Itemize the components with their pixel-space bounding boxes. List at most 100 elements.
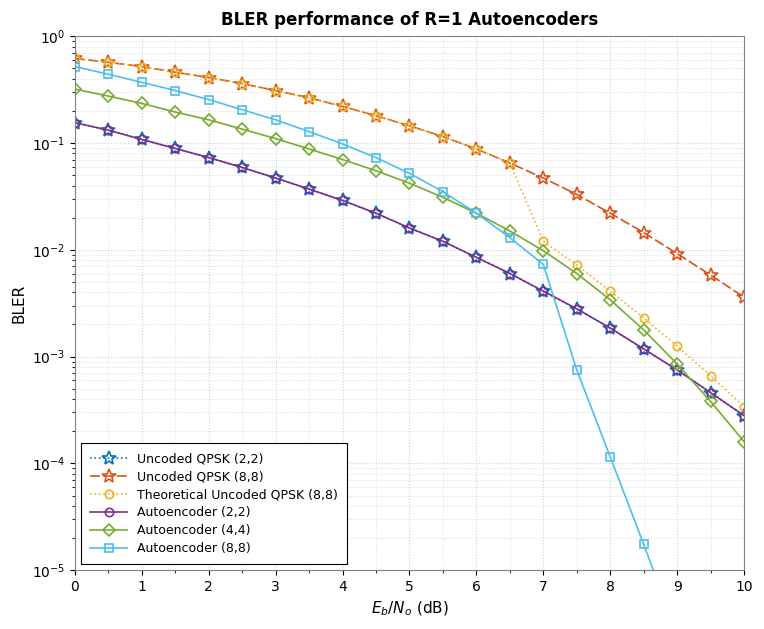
Autoencoder (4,4)	[572, 270, 581, 277]
Uncoded QPSK (8,8)	[606, 209, 615, 217]
Autoencoder (2,2)	[170, 145, 180, 152]
Uncoded QPSK (2,2)	[672, 366, 681, 374]
Uncoded QPSK (2,2)	[371, 209, 380, 217]
Theoretical Uncoded QPSK (8,8)	[539, 238, 548, 245]
Autoencoder (2,2)	[539, 287, 548, 295]
Theoretical Uncoded QPSK (8,8)	[70, 55, 79, 62]
Autoencoder (4,4)	[439, 194, 448, 201]
Autoencoder (4,4)	[639, 326, 649, 333]
Uncoded QPSK (8,8)	[472, 145, 481, 153]
Autoencoder (2,2)	[305, 186, 314, 193]
Autoencoder (4,4)	[672, 360, 681, 368]
Autoencoder (2,2)	[572, 305, 581, 313]
Uncoded QPSK (2,2)	[639, 345, 649, 353]
Autoencoder (4,4)	[271, 135, 280, 142]
Uncoded QPSK (8,8)	[271, 87, 280, 94]
Uncoded QPSK (8,8)	[639, 229, 649, 237]
Autoencoder (4,4)	[706, 398, 715, 405]
Autoencoder (2,2)	[204, 154, 213, 162]
Uncoded QPSK (8,8)	[740, 294, 749, 301]
Autoencoder (8,8)	[505, 234, 514, 242]
Autoencoder (2,2)	[70, 119, 79, 126]
Autoencoder (8,8)	[305, 128, 314, 135]
Theoretical Uncoded QPSK (8,8)	[238, 80, 247, 87]
Uncoded QPSK (2,2)	[271, 174, 280, 182]
Uncoded QPSK (8,8)	[204, 74, 213, 81]
Autoencoder (4,4)	[70, 86, 79, 93]
Autoencoder (4,4)	[170, 108, 180, 116]
Autoencoder (4,4)	[305, 145, 314, 153]
Uncoded QPSK (2,2)	[170, 145, 180, 152]
Autoencoder (4,4)	[371, 167, 380, 174]
Uncoded QPSK (8,8)	[672, 250, 681, 257]
Theoretical Uncoded QPSK (8,8)	[706, 372, 715, 380]
Uncoded QPSK (8,8)	[305, 94, 314, 102]
Autoencoder (8,8)	[104, 70, 113, 78]
Theoretical Uncoded QPSK (8,8)	[439, 133, 448, 140]
Autoencoder (8,8)	[371, 154, 380, 162]
Legend: Uncoded QPSK (2,2), Uncoded QPSK (8,8), Theoretical Uncoded QPSK (8,8), Autoenco: Uncoded QPSK (2,2), Uncoded QPSK (8,8), …	[81, 443, 347, 564]
Uncoded QPSK (8,8)	[138, 63, 147, 70]
Theoretical Uncoded QPSK (8,8)	[371, 112, 380, 120]
Y-axis label: BLER: BLER	[11, 284, 26, 323]
Autoencoder (4,4)	[405, 179, 414, 187]
Uncoded QPSK (2,2)	[405, 225, 414, 232]
Autoencoder (4,4)	[238, 125, 247, 133]
Theoretical Uncoded QPSK (8,8)	[305, 94, 314, 102]
Autoencoder (4,4)	[472, 209, 481, 217]
Autoencoder (2,2)	[138, 136, 147, 143]
Uncoded QPSK (2,2)	[572, 305, 581, 313]
Line: Autoencoder (2,2): Autoencoder (2,2)	[71, 118, 748, 420]
Autoencoder (4,4)	[740, 438, 749, 445]
Uncoded QPSK (8,8)	[405, 122, 414, 130]
Uncoded QPSK (8,8)	[170, 69, 180, 76]
Theoretical Uncoded QPSK (8,8)	[639, 314, 649, 322]
Autoencoder (8,8)	[138, 79, 147, 86]
Line: Theoretical Uncoded QPSK (8,8): Theoretical Uncoded QPSK (8,8)	[71, 54, 748, 411]
Title: BLER performance of R=1 Autoencoders: BLER performance of R=1 Autoencoders	[221, 11, 598, 29]
Autoencoder (8,8)	[405, 170, 414, 177]
Theoretical Uncoded QPSK (8,8)	[672, 343, 681, 350]
Uncoded QPSK (2,2)	[70, 119, 79, 126]
Autoencoder (2,2)	[271, 174, 280, 182]
Uncoded QPSK (2,2)	[104, 126, 113, 134]
Autoencoder (8,8)	[338, 140, 347, 148]
Uncoded QPSK (2,2)	[439, 238, 448, 245]
Uncoded QPSK (8,8)	[371, 112, 380, 120]
Theoretical Uncoded QPSK (8,8)	[505, 159, 514, 167]
Theoretical Uncoded QPSK (8,8)	[472, 145, 481, 153]
Autoencoder (2,2)	[606, 325, 615, 332]
Theoretical Uncoded QPSK (8,8)	[405, 122, 414, 130]
Autoencoder (2,2)	[238, 164, 247, 171]
Uncoded QPSK (8,8)	[104, 58, 113, 66]
Autoencoder (8,8)	[606, 453, 615, 460]
Theoretical Uncoded QPSK (8,8)	[138, 63, 147, 70]
Autoencoder (8,8)	[238, 106, 247, 113]
Uncoded QPSK (2,2)	[305, 186, 314, 193]
Uncoded QPSK (2,2)	[606, 325, 615, 332]
Uncoded QPSK (8,8)	[439, 133, 448, 140]
Autoencoder (2,2)	[405, 225, 414, 232]
Uncoded QPSK (8,8)	[706, 271, 715, 279]
Autoencoder (8,8)	[170, 87, 180, 94]
Autoencoder (2,2)	[338, 197, 347, 204]
Autoencoder (8,8)	[572, 366, 581, 374]
Theoretical Uncoded QPSK (8,8)	[740, 403, 749, 411]
Line: Uncoded QPSK (2,2): Uncoded QPSK (2,2)	[68, 116, 751, 423]
Uncoded QPSK (2,2)	[338, 197, 347, 204]
Autoencoder (4,4)	[338, 156, 347, 164]
Uncoded QPSK (8,8)	[572, 191, 581, 198]
Theoretical Uncoded QPSK (8,8)	[104, 58, 113, 66]
Line: Uncoded QPSK (8,8): Uncoded QPSK (8,8)	[68, 52, 751, 304]
Autoencoder (2,2)	[706, 389, 715, 396]
Line: Autoencoder (8,8): Autoencoder (8,8)	[71, 62, 748, 629]
Uncoded QPSK (2,2)	[138, 136, 147, 143]
Autoencoder (4,4)	[606, 296, 615, 304]
Autoencoder (4,4)	[505, 227, 514, 235]
Autoencoder (2,2)	[104, 126, 113, 134]
Uncoded QPSK (2,2)	[539, 287, 548, 295]
Uncoded QPSK (8,8)	[338, 103, 347, 110]
Uncoded QPSK (2,2)	[505, 270, 514, 277]
Autoencoder (2,2)	[371, 209, 380, 217]
Autoencoder (8,8)	[539, 260, 548, 268]
